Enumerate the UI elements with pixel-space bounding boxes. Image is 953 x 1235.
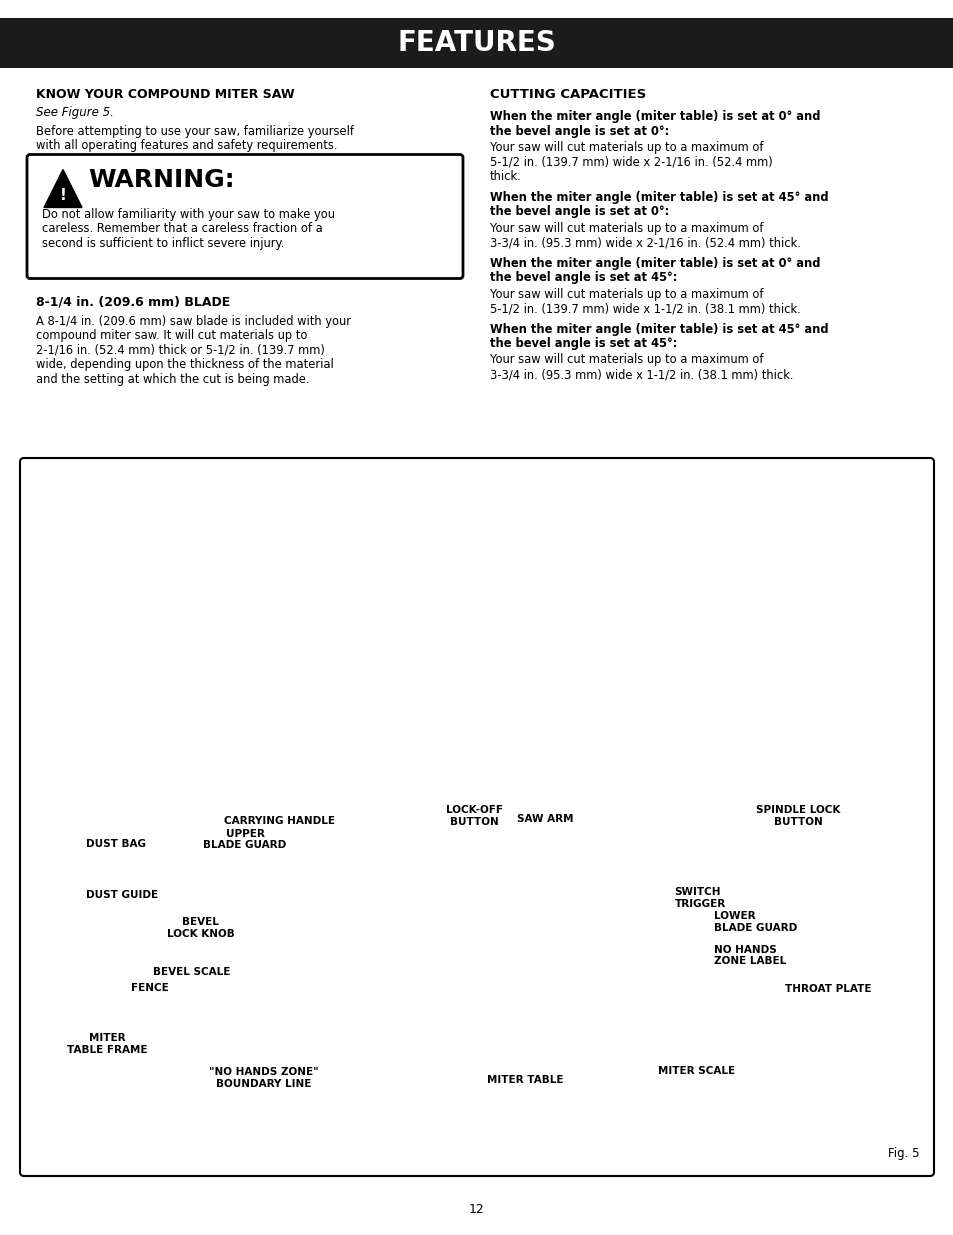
Text: wide, depending upon the thickness of the material: wide, depending upon the thickness of th… [36,358,334,370]
Text: the bevel angle is set at 45°:: the bevel angle is set at 45°: [490,337,677,350]
Text: CARRYING HANDLE: CARRYING HANDLE [224,815,335,825]
Text: the bevel angle is set at 0°:: the bevel angle is set at 0°: [490,205,669,219]
Polygon shape [44,169,82,207]
Text: 2-1/16 in. (52.4 mm) thick or 5-1/2 in. (139.7 mm): 2-1/16 in. (52.4 mm) thick or 5-1/2 in. … [36,343,325,357]
Text: Before attempting to use your saw, familiarize yourself: Before attempting to use your saw, famil… [36,125,354,137]
Text: Your saw will cut materials up to a maximum of: Your saw will cut materials up to a maxi… [490,353,762,367]
Text: SAW ARM: SAW ARM [517,814,573,824]
Text: 5-1/2 in. (139.7 mm) wide x 1-1/2 in. (38.1 mm) thick.: 5-1/2 in. (139.7 mm) wide x 1-1/2 in. (3… [490,303,800,315]
Text: FENCE: FENCE [131,983,169,993]
Text: LOCK-OFF
BUTTON: LOCK-OFF BUTTON [445,805,502,827]
Text: 12: 12 [469,1203,484,1216]
Text: When the miter angle (miter table) is set at 45° and: When the miter angle (miter table) is se… [490,322,828,336]
Text: WARNING:: WARNING: [88,168,234,191]
Text: MITER SCALE: MITER SCALE [657,1066,734,1076]
Text: !: ! [59,188,67,203]
Text: Your saw will cut materials up to a maximum of: Your saw will cut materials up to a maxi… [490,221,762,235]
Text: Your saw will cut materials up to a maximum of: Your saw will cut materials up to a maxi… [490,141,762,154]
Text: careless. Remember that a careless fraction of a: careless. Remember that a careless fract… [42,222,322,235]
Text: the bevel angle is set at 0°:: the bevel angle is set at 0°: [490,125,669,137]
Text: A 8-1/4 in. (209.6 mm) saw blade is included with your: A 8-1/4 in. (209.6 mm) saw blade is incl… [36,315,351,327]
FancyBboxPatch shape [27,154,462,279]
Text: BEVEL SCALE: BEVEL SCALE [152,967,230,977]
Text: with all operating features and safety requirements.: with all operating features and safety r… [36,140,337,152]
Text: Your saw will cut materials up to a maximum of: Your saw will cut materials up to a maxi… [490,288,762,300]
Text: MITER TABLE: MITER TABLE [486,1074,562,1084]
Text: NO HANDS
ZONE LABEL: NO HANDS ZONE LABEL [714,945,786,966]
Text: See Figure 5.: See Figure 5. [36,106,113,119]
Text: Fig. 5: Fig. 5 [887,1147,919,1160]
Text: second is sufficient to inflict severe injury.: second is sufficient to inflict severe i… [42,236,284,249]
Text: the bevel angle is set at 45°:: the bevel angle is set at 45°: [490,270,677,284]
Text: 3-3/4 in. (95.3 mm) wide x 2-1/16 in. (52.4 mm) thick.: 3-3/4 in. (95.3 mm) wide x 2-1/16 in. (5… [490,236,800,249]
Text: "NO HANDS ZONE"
BOUNDARY LINE: "NO HANDS ZONE" BOUNDARY LINE [209,1067,318,1089]
Text: thick.: thick. [490,170,521,183]
Text: SWITCH
TRIGGER: SWITCH TRIGGER [674,887,725,909]
Text: KNOW YOUR COMPOUND MITER SAW: KNOW YOUR COMPOUND MITER SAW [36,88,294,101]
Text: CUTTING CAPACITIES: CUTTING CAPACITIES [490,88,645,101]
Text: THROAT PLATE: THROAT PLATE [784,984,871,994]
Text: SPINDLE LOCK
BUTTON: SPINDLE LOCK BUTTON [756,805,840,827]
Text: 8-1/4 in. (209.6 mm) BLADE: 8-1/4 in. (209.6 mm) BLADE [36,295,230,309]
Text: compound miter saw. It will cut materials up to: compound miter saw. It will cut material… [36,329,307,342]
Text: DUST GUIDE: DUST GUIDE [86,890,157,900]
Text: When the miter angle (miter table) is set at 0° and: When the miter angle (miter table) is se… [490,257,820,269]
FancyBboxPatch shape [20,458,933,1176]
Text: BEVEL
LOCK KNOB: BEVEL LOCK KNOB [167,916,234,939]
Text: UPPER
BLADE GUARD: UPPER BLADE GUARD [203,829,287,851]
Text: When the miter angle (miter table) is set at 0° and: When the miter angle (miter table) is se… [490,110,820,124]
Text: and the setting at which the cut is being made.: and the setting at which the cut is bein… [36,373,309,385]
Text: LOWER
BLADE GUARD: LOWER BLADE GUARD [714,911,797,932]
Bar [0,19,953,68]
Text: Do not allow familiarity with your saw to make you: Do not allow familiarity with your saw t… [42,207,335,221]
Text: When the miter angle (miter table) is set at 45° and: When the miter angle (miter table) is se… [490,190,828,204]
Text: 5-1/2 in. (139.7 mm) wide x 2-1/16 in. (52.4 mm): 5-1/2 in. (139.7 mm) wide x 2-1/16 in. (… [490,156,772,168]
Text: 3-3/4 in. (95.3 mm) wide x 1-1/2 in. (38.1 mm) thick.: 3-3/4 in. (95.3 mm) wide x 1-1/2 in. (38… [490,368,793,382]
Text: FEATURES: FEATURES [397,28,556,57]
Text: DUST BAG: DUST BAG [86,839,146,848]
Text: MITER
TABLE FRAME: MITER TABLE FRAME [67,1034,148,1055]
